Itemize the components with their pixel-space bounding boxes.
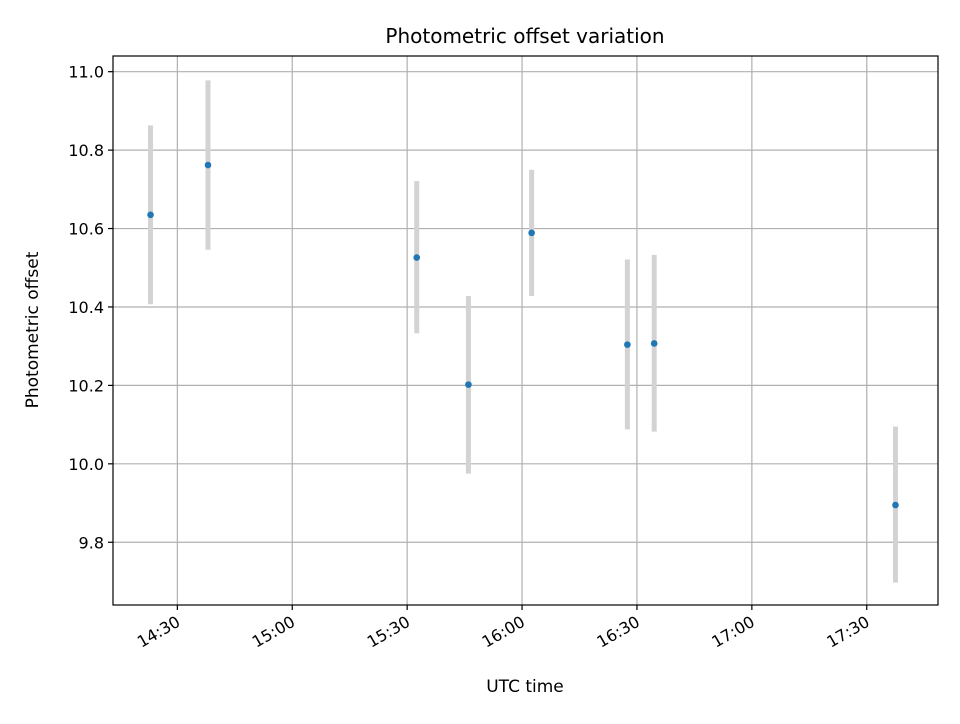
y-axis-label: Photometric offset bbox=[23, 251, 43, 408]
x-axis-label: UTC time bbox=[486, 677, 564, 697]
data-point bbox=[413, 254, 421, 261]
y-tick-label: 10.4 bbox=[68, 298, 104, 317]
data-point bbox=[624, 341, 631, 348]
data-point bbox=[465, 381, 472, 388]
data-point bbox=[204, 161, 212, 169]
y-tick-label: 10.2 bbox=[68, 376, 104, 395]
data-point bbox=[147, 211, 154, 219]
y-tick-label: 11.0 bbox=[68, 63, 104, 82]
point-layer bbox=[147, 161, 899, 509]
grid-layer bbox=[113, 56, 938, 605]
chart-title: Photometric offset variation bbox=[385, 24, 664, 48]
y-tick-label: 10.6 bbox=[68, 220, 104, 239]
data-point bbox=[528, 229, 535, 237]
y-tick-label: 9.8 bbox=[79, 533, 104, 552]
y-tick-label: 10.0 bbox=[68, 455, 104, 474]
plot-frame bbox=[112, 55, 939, 606]
data-point bbox=[650, 340, 658, 347]
data-point bbox=[892, 501, 899, 509]
y-tick-label: 10.8 bbox=[68, 141, 104, 160]
plot-area bbox=[113, 56, 938, 605]
